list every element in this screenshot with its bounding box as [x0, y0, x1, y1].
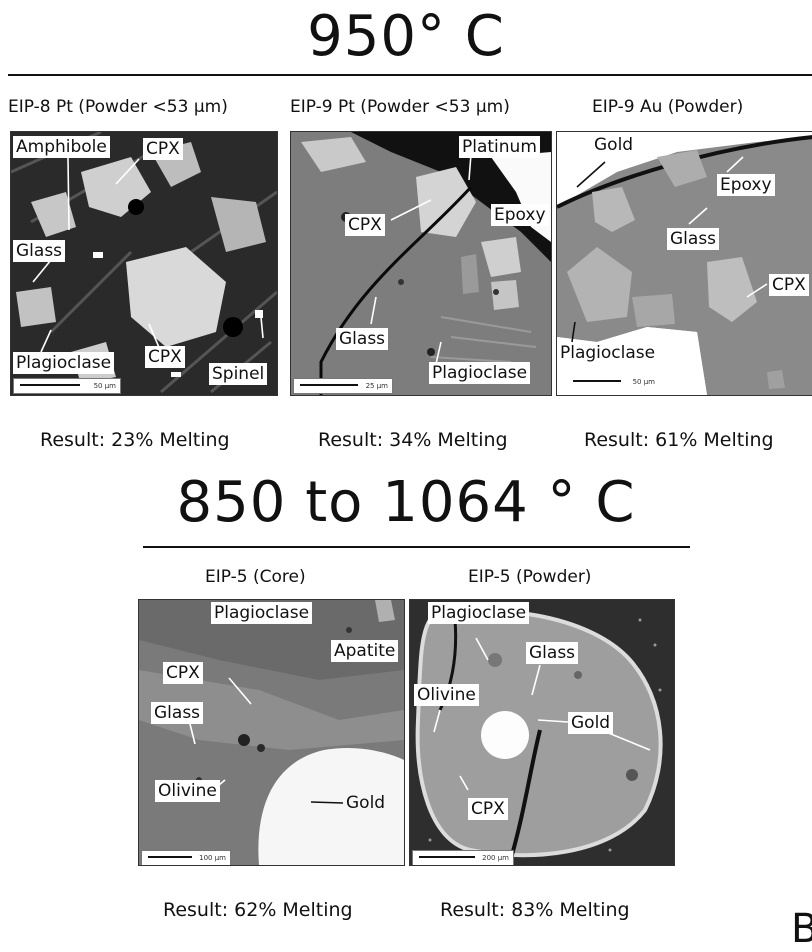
result-eip8-pt: Result: 23% Melting [40, 429, 230, 451]
result-eip5-powder: Result: 83% Melting [440, 899, 630, 921]
panel-caption-eip5-core: EIP-5 (Core) [205, 567, 306, 587]
panel-caption-eip5-powder: EIP-5 (Powder) [468, 567, 592, 587]
label-cpx: CPX [145, 346, 185, 368]
label-olivine: Olivine [155, 780, 220, 802]
label-plagioclase: Plagioclase [429, 362, 531, 384]
label-platinum: Platinum [459, 136, 540, 158]
label-gold: Gold [346, 793, 386, 813]
label-plagioclase: Plagioclase [13, 352, 115, 374]
result-eip5-core: Result: 62% Melting [163, 899, 353, 921]
label-cpx: CPX [163, 662, 203, 684]
section-divider-top [8, 74, 812, 76]
label-epoxy: Epoxy [491, 204, 549, 226]
micrograph-eip5-powder-image [410, 600, 674, 865]
micrograph-eip5-core-image [139, 600, 404, 865]
micrograph-eip9-au: Gold Epoxy Glass CPX Plagioclase 50 μm [556, 131, 812, 396]
label-glass: Glass [526, 642, 579, 664]
label-gold: Gold [594, 135, 634, 155]
result-eip9-pt: Result: 34% Melting [318, 429, 508, 451]
label-glass: Glass [336, 328, 389, 350]
section-title-950: 950° C [307, 4, 505, 69]
scale-bar: 100 μm [141, 850, 231, 865]
label-cpx: CPX [345, 214, 385, 236]
panel-caption-eip9-au: EIP-9 Au (Powder) [592, 97, 744, 117]
micrograph-eip9-pt: Platinum CPX Epoxy Glass Plagioclase 25 … [290, 131, 552, 396]
scale-bar: 50 μm [567, 375, 659, 389]
scale-bar: 50 μm [13, 378, 121, 394]
label-cpx: CPX [143, 138, 183, 160]
label-plagioclase: Plagioclase [211, 602, 313, 624]
micrograph-eip9-pt-image [291, 132, 551, 395]
label-spinel: Spinel [209, 363, 268, 385]
label-gold: Gold [568, 712, 614, 734]
panel-caption-eip8-pt: EIP-8 Pt (Powder <53 μm) [8, 97, 228, 117]
micrograph-eip5-powder: Plagioclase Glass Olivine Gold CPX 200 μ… [409, 599, 675, 866]
label-glass: Glass [13, 240, 66, 262]
figure-panel-label: B [791, 906, 812, 952]
section-divider-bottom [143, 546, 690, 548]
label-amphibole: Amphibole [13, 136, 110, 158]
label-glass: Glass [151, 702, 204, 724]
label-cpx: CPX [468, 798, 508, 820]
label-cpx: CPX [769, 274, 809, 296]
result-eip9-au: Result: 61% Melting [584, 429, 774, 451]
label-plagioclase: Plagioclase [560, 343, 656, 363]
label-olivine: Olivine [414, 684, 479, 706]
label-epoxy: Epoxy [717, 174, 775, 196]
micrograph-eip9-au-image [557, 132, 812, 395]
label-plagioclase: Plagioclase [428, 602, 530, 624]
label-apatite: Apatite [331, 640, 399, 662]
micrograph-eip8-pt: Amphibole CPX Glass CPX Plagioclase Spin… [10, 131, 278, 396]
scale-bar: 25 μm [293, 378, 393, 394]
scale-bar: 200 μm [412, 850, 514, 865]
panel-caption-eip9-pt: EIP-9 Pt (Powder <53 μm) [290, 97, 510, 117]
micrograph-eip5-core: Plagioclase Apatite CPX Glass Olivine Go… [138, 599, 405, 866]
section-title-850-1064: 850 to 1064 ° C [176, 470, 636, 535]
label-glass: Glass [667, 228, 720, 250]
